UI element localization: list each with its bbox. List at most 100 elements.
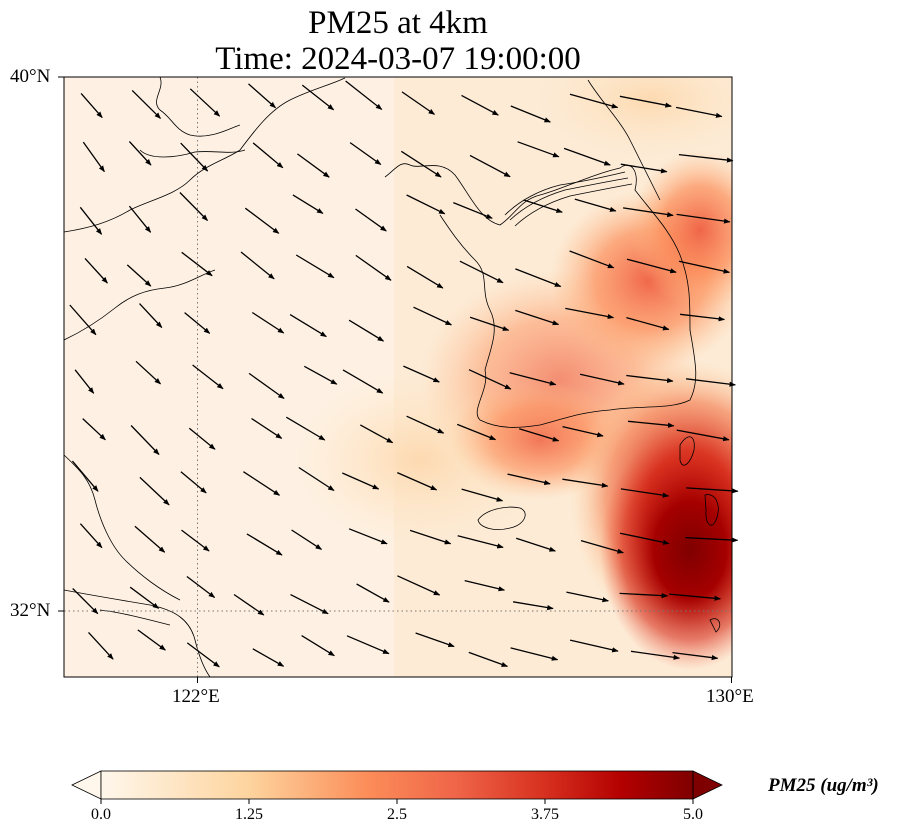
wind-arrow [515, 537, 556, 552]
wind-arrow [84, 257, 108, 284]
colorbar-extend-low [71, 770, 102, 800]
wind-arrow [517, 141, 560, 158]
wind-arrow [240, 251, 275, 280]
wind-arrow [456, 423, 497, 441]
wind-arrow [71, 460, 99, 492]
wind-arrow [620, 488, 670, 498]
wind-arrow [342, 472, 380, 490]
wind-arrow [188, 427, 216, 450]
wind-arrow [680, 313, 726, 322]
wind-arrow [669, 593, 721, 601]
colorbar-tick-label: 1.25 [235, 806, 263, 823]
wind-arrow [678, 153, 734, 163]
colorbar-gradient [101, 771, 693, 799]
wind-arrow [406, 194, 446, 215]
wind-arrow [251, 311, 285, 334]
wind-arrow [626, 374, 674, 383]
wind-arrow [562, 478, 609, 488]
coastline [64, 77, 721, 677]
wind-arrow [678, 260, 731, 274]
wind-arrow [342, 369, 384, 394]
wind-arrow [243, 471, 281, 496]
wind-arrow [515, 268, 562, 288]
wind-arrow [181, 529, 210, 552]
wind-arrow [512, 601, 554, 611]
colorbar-tick-label: 0.0 [91, 806, 111, 823]
wind-arrow [139, 303, 163, 328]
wind-arrow [619, 532, 670, 545]
colorbar-extend-high [692, 770, 723, 800]
wind-arrow [244, 207, 280, 234]
wind-arrow [359, 424, 394, 444]
wind-arrow [295, 254, 335, 279]
wind-arrow [248, 372, 285, 400]
wind-arrow [509, 372, 557, 386]
wind-arrow [303, 365, 338, 385]
wind-arrow [186, 575, 216, 599]
wind-arrow [180, 471, 207, 494]
wind-arrow [468, 369, 512, 390]
wind-arrow [566, 591, 609, 603]
wind-arrow [406, 415, 445, 434]
wind-arrow [464, 579, 506, 592]
wind-arrow [252, 142, 284, 169]
wind-arrow [137, 629, 166, 651]
wind-arrow [510, 647, 559, 661]
map-frame [63, 76, 733, 678]
wind-arrow [128, 205, 152, 233]
wind-arrow [79, 206, 103, 235]
wind-arrow [233, 593, 265, 616]
wind-arrow [82, 418, 106, 441]
wind-arrow [345, 80, 383, 111]
colorbar-tick-label: 2.5 [387, 806, 407, 823]
wind-arrow [248, 83, 276, 109]
wind-arrow [461, 94, 499, 116]
wind-arrow [348, 319, 385, 342]
wind-arrow [569, 639, 619, 653]
wind-arrow [510, 105, 551, 123]
wind-arrow [579, 373, 625, 386]
wind-arrow [130, 425, 160, 455]
wind-arrow [619, 592, 669, 599]
wind-arrow [82, 141, 105, 173]
wind-arrow [397, 575, 441, 596]
wind-arrow [80, 92, 103, 119]
x-tick-label-122e: 122°E [172, 686, 220, 707]
wind-arrow [626, 316, 670, 331]
wind-arrow [301, 84, 335, 111]
wind-arrow [184, 312, 211, 334]
wind-arrow [192, 364, 224, 390]
wind-arrow [139, 476, 170, 506]
x-tick-label-130e: 130°E [706, 686, 754, 707]
wind-arrow [415, 632, 455, 648]
wind-arrow [453, 201, 493, 219]
wind-arrow [128, 141, 152, 166]
wind-arrow [409, 529, 452, 545]
wind-arrow [346, 635, 390, 655]
wind-arrow [623, 207, 674, 218]
wind-arrow [298, 466, 335, 492]
wind-arrow [88, 631, 114, 660]
wind-arrow [565, 307, 615, 320]
wind-arrow [292, 194, 324, 214]
wind-arrow [627, 420, 675, 428]
wind-arrow [676, 429, 730, 442]
wind-arrow [180, 142, 209, 172]
wind-arrow [403, 365, 440, 383]
wind-arrow [580, 539, 624, 554]
wind-arrow [129, 586, 160, 609]
wind-arrow [469, 154, 511, 178]
wind-arrow [79, 523, 103, 549]
wind-arrow [356, 583, 390, 603]
colorbar-label: PM25 (ug/m³) [768, 775, 879, 796]
wind-arrow [134, 525, 166, 553]
wind-arrow [69, 304, 97, 336]
wind-arrow [507, 473, 551, 486]
wind-arrow [131, 89, 161, 119]
wind-arrow [349, 142, 382, 166]
map-time: Time: 2024-03-07 19:00:00 [215, 41, 581, 77]
wind-arrow [252, 648, 285, 667]
wind-arrow [630, 650, 681, 660]
wind-arrow [285, 416, 326, 441]
wind-arrow [246, 533, 283, 556]
